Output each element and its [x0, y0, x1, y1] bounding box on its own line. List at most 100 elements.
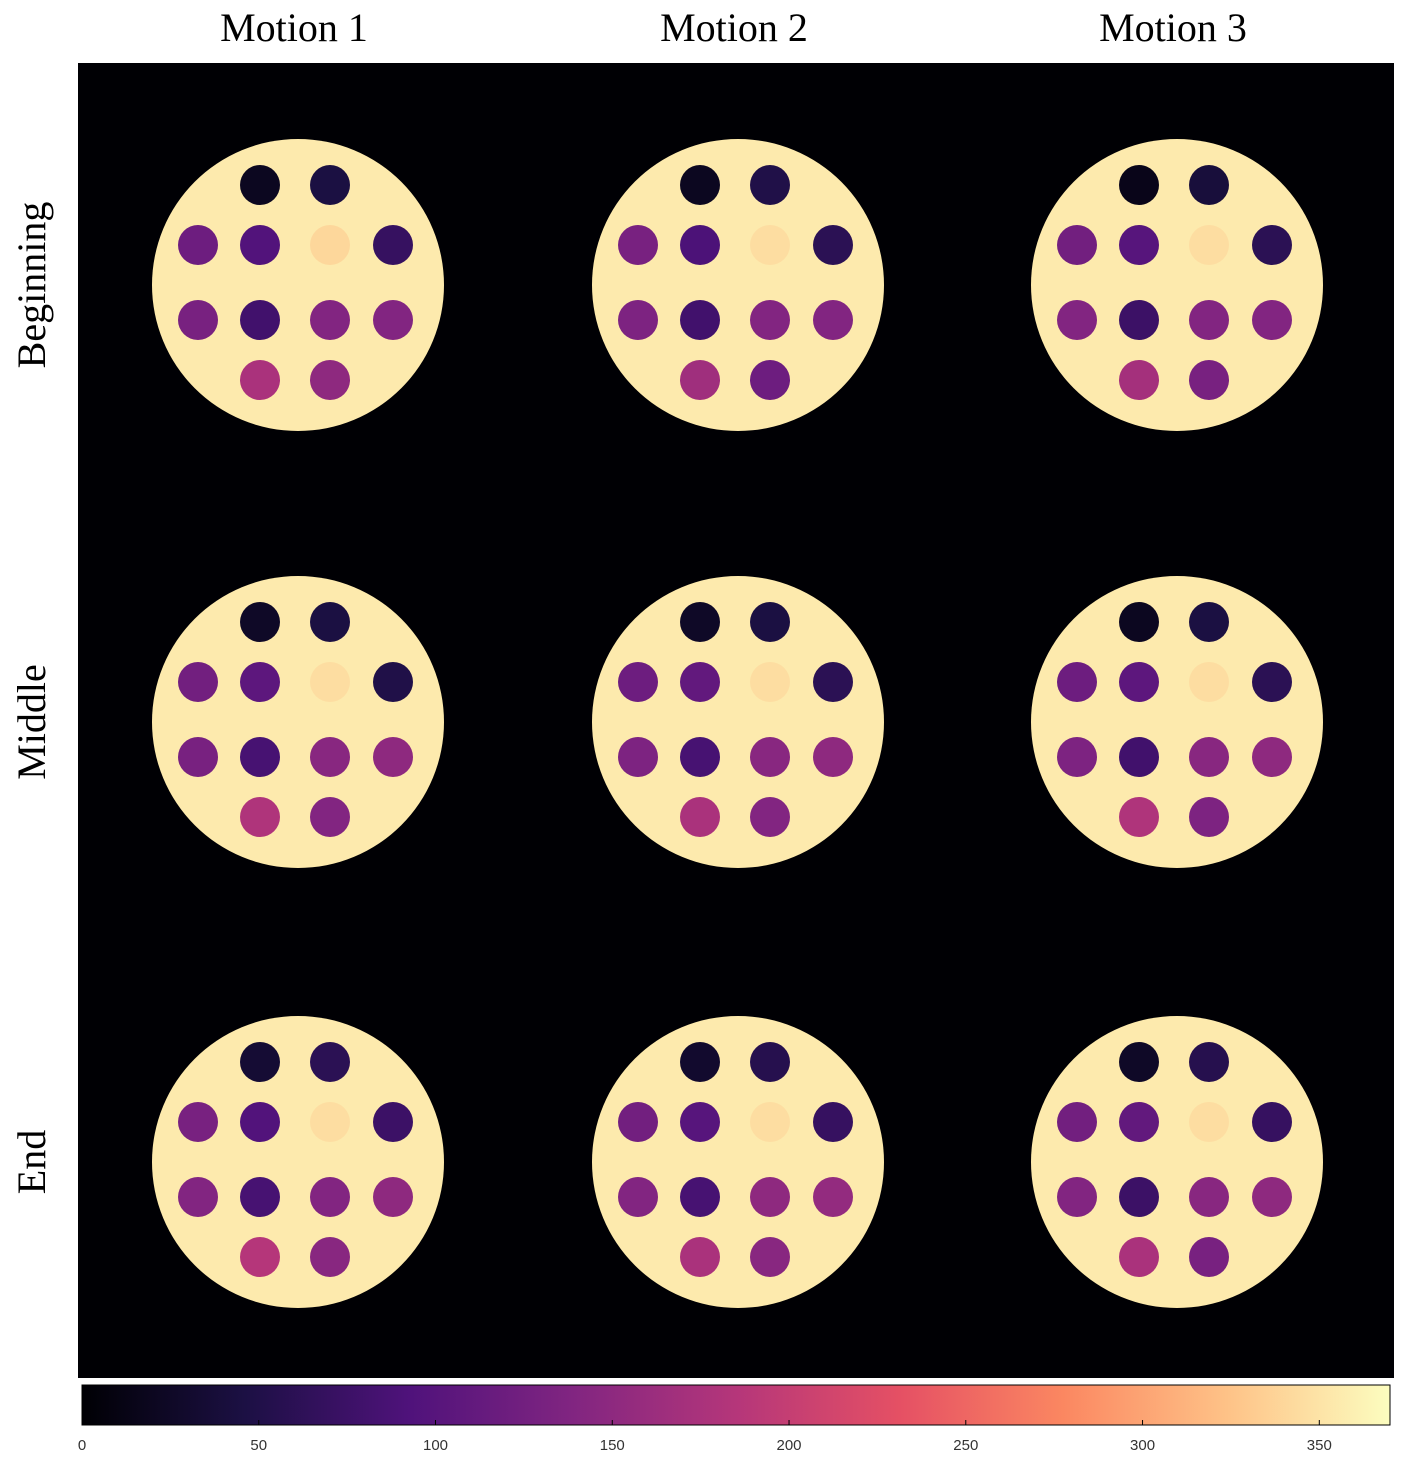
- vial: [618, 1102, 658, 1142]
- vial: [1119, 737, 1159, 777]
- row-label: Beginning: [9, 202, 54, 369]
- vial: [1189, 1237, 1229, 1277]
- colorbar-tick-label: 350: [1307, 1437, 1332, 1454]
- vial: [1252, 737, 1292, 777]
- vial: [310, 1237, 350, 1277]
- column-title: Motion 2: [660, 5, 808, 50]
- vial: [240, 1237, 280, 1277]
- vial: [373, 737, 413, 777]
- vial: [240, 602, 280, 642]
- vial: [1119, 165, 1159, 205]
- vial: [680, 797, 720, 837]
- vial: [750, 602, 790, 642]
- vial: [750, 1237, 790, 1277]
- vial: [310, 737, 350, 777]
- vial: [373, 1177, 413, 1217]
- vial: [310, 165, 350, 205]
- vial: [1252, 225, 1292, 265]
- vial: [680, 360, 720, 400]
- vial: [240, 1102, 280, 1142]
- vial: [310, 602, 350, 642]
- vial: [1119, 1102, 1159, 1142]
- vial: [1057, 1102, 1097, 1142]
- vial: [1252, 662, 1292, 702]
- vial: [1119, 1177, 1159, 1217]
- vial: [1119, 300, 1159, 340]
- vial: [680, 1102, 720, 1142]
- row-label: Middle: [9, 664, 54, 780]
- vial: [1189, 662, 1229, 702]
- colorbar-tick-label: 0: [78, 1437, 86, 1454]
- colorbar-tick-label: 150: [600, 1437, 625, 1454]
- vial: [240, 797, 280, 837]
- vial: [1119, 1042, 1159, 1082]
- vial: [813, 1102, 853, 1142]
- vial: [680, 300, 720, 340]
- vial: [240, 1042, 280, 1082]
- vial: [680, 602, 720, 642]
- vial: [240, 300, 280, 340]
- vial: [750, 1042, 790, 1082]
- colorbar-tick-label: 50: [250, 1437, 267, 1454]
- vial: [618, 737, 658, 777]
- vial: [1189, 1177, 1229, 1217]
- vial: [178, 1177, 218, 1217]
- vial: [1119, 662, 1159, 702]
- vial: [178, 225, 218, 265]
- row-label: End: [9, 1130, 54, 1194]
- vial: [1252, 1177, 1292, 1217]
- phantom: [1031, 139, 1323, 431]
- vial: [240, 662, 280, 702]
- phantom: [592, 576, 884, 868]
- phantom: [152, 576, 444, 868]
- vial: [1057, 225, 1097, 265]
- vial: [1189, 165, 1229, 205]
- vial: [310, 225, 350, 265]
- vial: [680, 662, 720, 702]
- vial: [178, 737, 218, 777]
- phantom: [152, 139, 444, 431]
- phantom: [1031, 576, 1323, 868]
- vial: [240, 737, 280, 777]
- vial: [680, 1177, 720, 1217]
- vial: [750, 797, 790, 837]
- vial: [750, 662, 790, 702]
- vial: [1189, 300, 1229, 340]
- vial: [1119, 797, 1159, 837]
- column-title: Motion 3: [1099, 5, 1247, 50]
- vial: [1189, 1102, 1229, 1142]
- vial: [178, 1102, 218, 1142]
- colorbar: [81, 1384, 1391, 1426]
- vial: [1189, 225, 1229, 265]
- vial: [240, 165, 280, 205]
- vial: [1119, 602, 1159, 642]
- vial: [618, 662, 658, 702]
- vial: [813, 1177, 853, 1217]
- vial: [1119, 360, 1159, 400]
- vial: [1252, 1102, 1292, 1142]
- vial: [310, 360, 350, 400]
- vial: [750, 300, 790, 340]
- vial: [750, 737, 790, 777]
- vial: [240, 360, 280, 400]
- vial: [750, 1177, 790, 1217]
- colorbar-tick-label: 200: [777, 1437, 802, 1454]
- vial: [240, 225, 280, 265]
- vial: [240, 1177, 280, 1217]
- vial: [310, 1042, 350, 1082]
- vial: [813, 662, 853, 702]
- vial: [178, 300, 218, 340]
- vial: [310, 1177, 350, 1217]
- colorbar-tick-label: 250: [953, 1437, 978, 1454]
- vial: [680, 737, 720, 777]
- vial: [750, 360, 790, 400]
- vial: [750, 1102, 790, 1142]
- vial: [1119, 225, 1159, 265]
- phantom: [592, 139, 884, 431]
- vial: [1057, 300, 1097, 340]
- colorbar-tick-label: 300: [1130, 1437, 1155, 1454]
- vial: [1189, 602, 1229, 642]
- vial: [1057, 737, 1097, 777]
